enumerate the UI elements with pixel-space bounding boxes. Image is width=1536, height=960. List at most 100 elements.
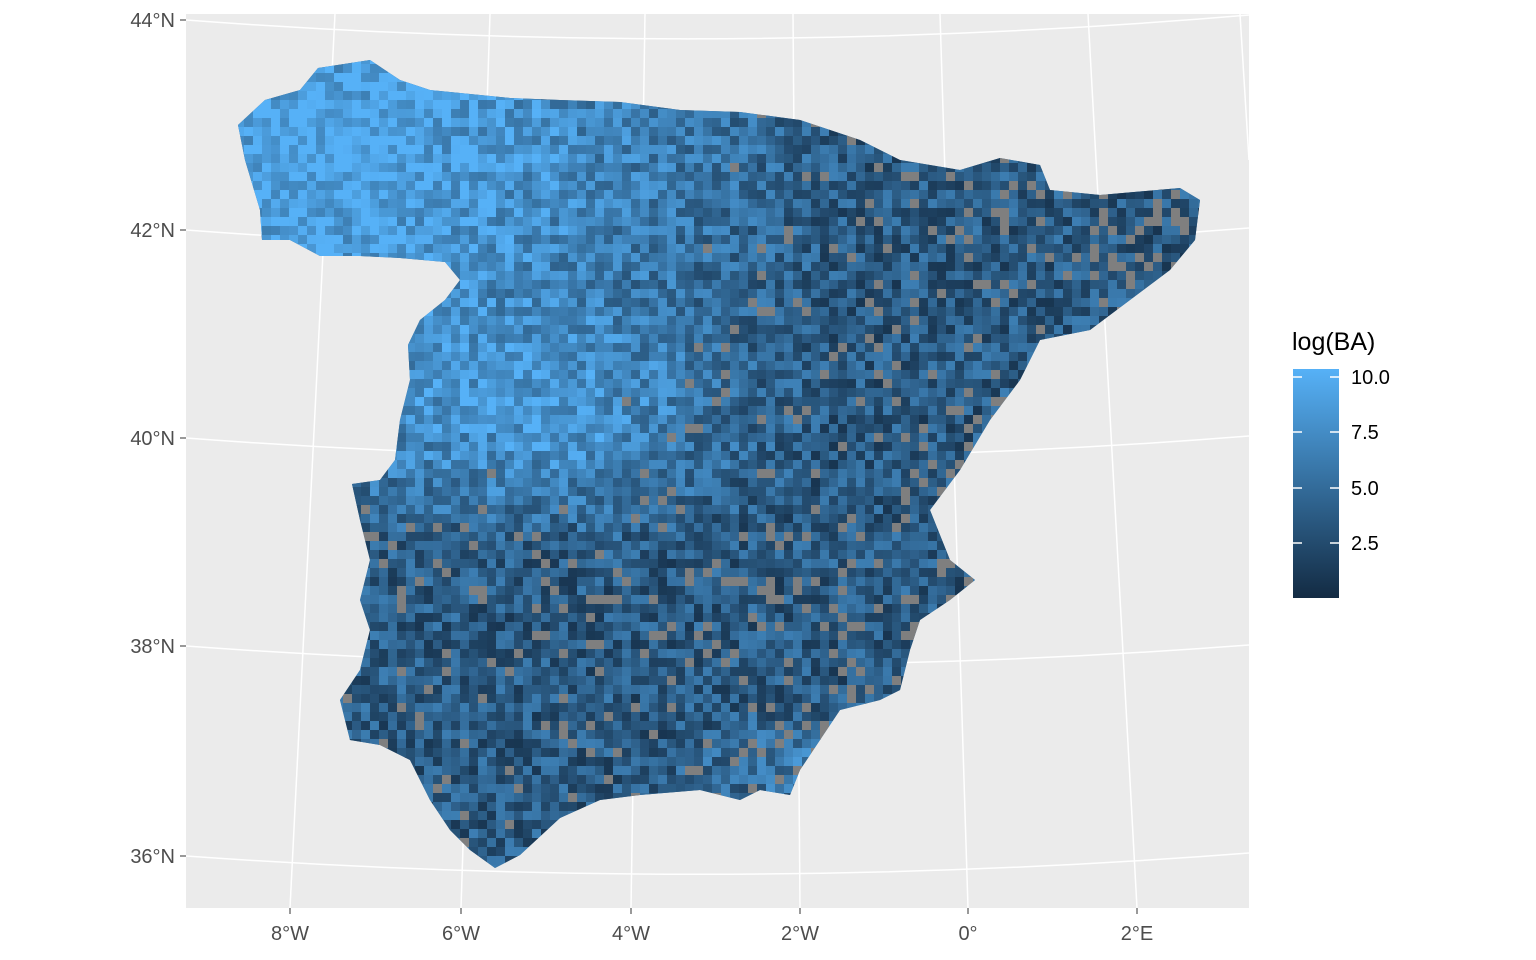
raster-cell	[766, 217, 775, 226]
raster-cell	[1171, 226, 1180, 235]
raster-cell	[874, 262, 883, 271]
raster-cell	[874, 397, 883, 406]
raster-cell	[667, 271, 676, 280]
raster-cell	[748, 145, 757, 154]
raster-cell	[667, 379, 676, 388]
raster-cell	[253, 127, 262, 136]
raster-cell	[478, 181, 487, 190]
raster-cell	[649, 271, 658, 280]
raster-cell	[712, 208, 721, 217]
raster-cell	[397, 172, 406, 181]
raster-cell	[676, 154, 685, 163]
raster-cell	[1018, 271, 1027, 280]
raster-cell	[316, 190, 325, 199]
raster-cell	[559, 334, 568, 343]
raster-cell	[424, 100, 433, 109]
raster-cell	[820, 190, 829, 199]
raster-cell	[622, 334, 631, 343]
raster-cell	[289, 109, 298, 118]
raster-cell	[937, 379, 946, 388]
raster-cell	[802, 406, 811, 415]
raster-cell	[802, 226, 811, 235]
raster-cell	[883, 253, 892, 262]
raster-cell	[442, 100, 451, 109]
raster-cell	[838, 262, 847, 271]
raster-cell	[559, 415, 568, 424]
raster-cell	[901, 397, 910, 406]
raster-cell	[532, 154, 541, 163]
raster-cell	[568, 451, 577, 460]
raster-cell	[415, 127, 424, 136]
raster-cell	[415, 379, 424, 388]
raster-cell	[505, 379, 514, 388]
raster-cell	[469, 424, 478, 433]
raster-cell	[397, 163, 406, 172]
raster-cell	[397, 460, 406, 469]
raster-cell	[730, 226, 739, 235]
raster-cell	[856, 271, 865, 280]
raster-cell	[712, 307, 721, 316]
raster-cell	[379, 91, 388, 100]
raster-cell	[298, 118, 307, 127]
raster-cell	[595, 298, 604, 307]
raster-cell	[397, 127, 406, 136]
raster-cell	[460, 127, 469, 136]
raster-cell	[901, 253, 910, 262]
raster-cell	[910, 451, 919, 460]
raster-cell	[793, 127, 802, 136]
raster-cell	[568, 442, 577, 451]
raster-cell	[604, 154, 613, 163]
raster-cell	[775, 379, 784, 388]
raster-cell	[487, 316, 496, 325]
raster-cell	[676, 352, 685, 361]
raster-cell	[523, 343, 532, 352]
raster-cell	[1126, 244, 1135, 253]
raster-cell	[478, 199, 487, 208]
raster-cell	[559, 262, 568, 271]
raster-cell	[703, 280, 712, 289]
raster-cell	[631, 235, 640, 244]
raster-cell	[955, 280, 964, 289]
raster-cell	[451, 154, 460, 163]
raster-cell	[451, 235, 460, 244]
raster-cell	[325, 118, 334, 127]
raster-cell	[847, 370, 856, 379]
raster-cell	[1027, 343, 1036, 352]
raster-cell	[541, 298, 550, 307]
raster-cell	[667, 145, 676, 154]
raster-cell	[532, 181, 541, 190]
raster-cell	[397, 181, 406, 190]
raster-cell	[757, 397, 766, 406]
raster-cell	[775, 352, 784, 361]
raster-cell	[1171, 253, 1180, 262]
raster-cell	[433, 190, 442, 199]
raster-cell	[397, 217, 406, 226]
raster-cell	[469, 118, 478, 127]
raster-cell	[703, 298, 712, 307]
raster-cell	[586, 388, 595, 397]
raster-cell	[523, 334, 532, 343]
raster-cell	[1018, 244, 1027, 253]
raster-cell	[595, 145, 604, 154]
raster-cell	[973, 352, 982, 361]
raster-cell	[874, 298, 883, 307]
raster-cell	[964, 352, 973, 361]
raster-cell	[757, 199, 766, 208]
raster-cell	[649, 334, 658, 343]
raster-cell	[496, 298, 505, 307]
raster-cell	[415, 163, 424, 172]
raster-cell	[595, 325, 604, 334]
raster-cell	[442, 235, 451, 244]
raster-cell	[739, 145, 748, 154]
raster-cell	[676, 388, 685, 397]
raster-cell	[262, 208, 271, 217]
raster-cell	[685, 208, 694, 217]
raster-cell	[973, 289, 982, 298]
raster-cell	[640, 325, 649, 334]
raster-cell	[784, 262, 793, 271]
raster-cell	[757, 424, 766, 433]
raster-cell	[955, 226, 964, 235]
raster-cell	[622, 325, 631, 334]
raster-cell	[694, 199, 703, 208]
raster-cell	[568, 280, 577, 289]
